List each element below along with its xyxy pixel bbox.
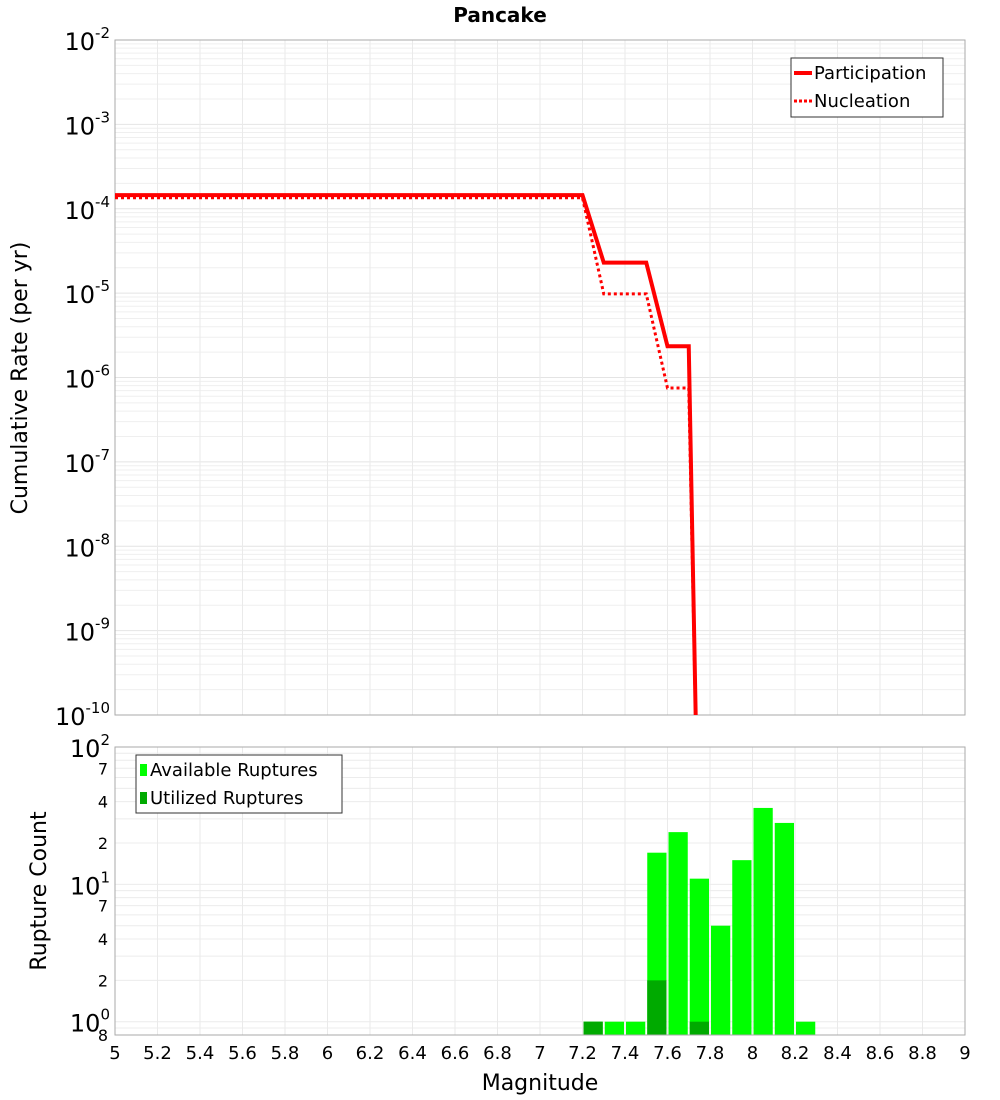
- x-tick-label: 7.4: [611, 1043, 640, 1064]
- y-tick-label: 10-2: [64, 24, 110, 56]
- y-tick-label: 4: [98, 930, 108, 949]
- y-tick-label: 10-7: [64, 446, 110, 478]
- y-tick-base: 10: [70, 1010, 101, 1038]
- x-tick-label: 5.2: [143, 1043, 172, 1064]
- y-tick-exponent: -4: [95, 193, 110, 211]
- y-tick-exponent: 1: [100, 868, 110, 886]
- x-tick-label: 6.2: [356, 1043, 385, 1064]
- bar-available-ruptures: [732, 860, 752, 1035]
- y-tick-exponent: -7: [95, 446, 110, 464]
- y-tick-base: 10: [64, 534, 95, 562]
- x-tick-label: 6.8: [483, 1043, 512, 1064]
- bar-available-ruptures: [774, 822, 794, 1035]
- y-tick-base: 10: [64, 619, 95, 647]
- y-tick-exponent: 2: [100, 731, 110, 749]
- legend: Participation Nucleation: [790, 57, 944, 118]
- legend-label: Available Ruptures: [150, 760, 318, 781]
- chart-title: Pancake: [453, 3, 547, 27]
- x-tick-label: 5: [109, 1043, 120, 1064]
- y-tick-exponent: -10: [86, 699, 111, 717]
- x-tick-label: 7.2: [568, 1043, 597, 1064]
- x-tick-label: 7.8: [696, 1043, 725, 1064]
- legend-swatch: [140, 764, 147, 776]
- y-tick-label: 2: [98, 834, 108, 853]
- x-tick-label: 8.6: [866, 1043, 895, 1064]
- y-tick-label: 7: [98, 897, 108, 916]
- y-tick-label: 10-3: [64, 108, 110, 140]
- y-tick-label: 10-4: [64, 193, 110, 225]
- y-tick-base: 10: [64, 281, 95, 309]
- y-tick-base: 10: [64, 112, 95, 140]
- bar-available-ruptures: [689, 878, 709, 1035]
- y-tick-label: 10-10: [55, 699, 110, 731]
- y-tick-exponent: -6: [95, 362, 110, 380]
- bar-available-ruptures: [796, 1021, 816, 1035]
- x-tick-label: 6: [322, 1043, 333, 1064]
- legend-box: [135, 754, 343, 814]
- x-tick-label: 8.2: [781, 1043, 810, 1064]
- y-tick-base: 10: [64, 197, 95, 225]
- y-tick-base: 10: [55, 703, 86, 731]
- y-tick-base: 10: [64, 28, 95, 56]
- y-tick-label: 10-6: [64, 362, 110, 394]
- y-tick-label: 10-9: [64, 615, 110, 647]
- x-tick-label: 8.8: [908, 1043, 937, 1064]
- y-tick-exponent: -5: [95, 277, 110, 295]
- top-y-axis-label: Cumulative Rate (per yr): [8, 242, 33, 515]
- x-tick-label: 7: [534, 1043, 545, 1064]
- y-tick-label: 7: [98, 759, 108, 778]
- y-tick-label: 10-8: [64, 530, 110, 562]
- legend: Available Ruptures Utilized Ruptures: [135, 754, 343, 814]
- y-tick-label: 4: [98, 793, 108, 812]
- legend-label: Participation: [814, 63, 926, 84]
- y-tick-base: 10: [64, 366, 95, 394]
- y-tick-exponent: -3: [95, 108, 110, 126]
- y-tick-label: 2: [98, 971, 108, 990]
- x-tick-label: 5.8: [271, 1043, 300, 1064]
- y-tick-exponent: -8: [95, 530, 110, 548]
- x-tick-label: 8: [747, 1043, 758, 1064]
- y-tick-base: 10: [64, 450, 95, 478]
- y-tick-exponent: -9: [95, 615, 110, 633]
- x-tick-label: 5.4: [186, 1043, 215, 1064]
- legend-label: Utilized Ruptures: [150, 788, 303, 809]
- bar-available-ruptures: [753, 807, 773, 1035]
- y-tick-base: 10: [70, 735, 101, 763]
- x-tick-label: 6.4: [398, 1043, 427, 1064]
- x-tick-label: 7.6: [653, 1043, 682, 1064]
- bar-available-ruptures: [626, 1021, 646, 1035]
- bar-utilized-ruptures: [689, 1021, 709, 1035]
- bar-utilized-ruptures: [583, 1021, 603, 1035]
- bottom-y-axis-label: Rupture Count: [27, 811, 52, 971]
- plot-border: [114, 746, 966, 1036]
- plot-border: [114, 39, 966, 716]
- legend-box: [790, 57, 944, 118]
- bar-utilized-ruptures: [647, 980, 667, 1035]
- y-tick-exponent: -2: [95, 24, 110, 42]
- x-tick-label: 9: [959, 1043, 970, 1064]
- bar-available-ruptures: [668, 832, 688, 1035]
- y-tick-exponent: 0: [100, 1006, 110, 1024]
- bar-available-ruptures: [604, 1021, 624, 1035]
- x-tick-label: 8.4: [823, 1043, 852, 1064]
- y-tick-label: 101: [70, 868, 110, 900]
- x-tick-label: 6.6: [441, 1043, 470, 1064]
- y-tick-label: 8: [98, 1026, 108, 1045]
- y-tick-label: 102: [70, 731, 110, 763]
- x-axis-label: Magnitude: [482, 1071, 599, 1096]
- y-tick-label: 10-5: [64, 277, 110, 309]
- x-tick-label: 5.6: [228, 1043, 257, 1064]
- legend-swatch: [140, 792, 147, 804]
- bar-available-ruptures: [711, 925, 731, 1035]
- series-line-participation: [115, 193, 698, 715]
- y-tick-label: 100: [70, 1006, 110, 1038]
- series-line-nucleation: [115, 196, 698, 715]
- legend-label: Nucleation: [814, 91, 910, 112]
- y-tick-base: 10: [70, 872, 101, 900]
